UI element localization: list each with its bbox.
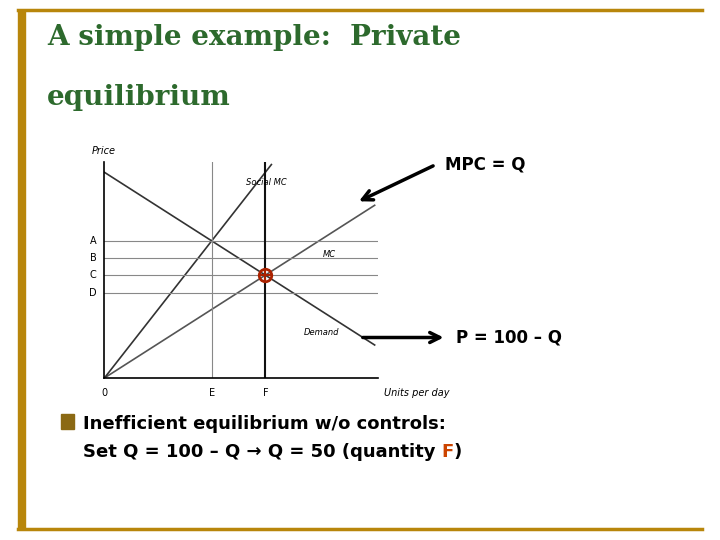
Text: F: F xyxy=(263,388,268,399)
Text: E: E xyxy=(209,388,215,399)
Text: B: B xyxy=(89,253,96,262)
Text: equilibrium: equilibrium xyxy=(47,84,230,111)
Text: Set Q = 100 – Q → Q = 50 (quantity: Set Q = 100 – Q → Q = 50 (quantity xyxy=(83,443,441,461)
Text: Demand: Demand xyxy=(304,328,339,338)
Text: A: A xyxy=(90,236,96,246)
Text: Inefficient equilibrium w/o controls:: Inefficient equilibrium w/o controls: xyxy=(83,415,446,433)
Text: C: C xyxy=(89,270,96,280)
Text: MPC = Q: MPC = Q xyxy=(445,156,526,174)
Text: ): ) xyxy=(454,443,462,461)
Text: D: D xyxy=(89,288,96,298)
Text: 0: 0 xyxy=(102,388,107,399)
Text: Social MC: Social MC xyxy=(246,178,287,187)
Text: Price: Price xyxy=(91,146,115,156)
Text: Units per day: Units per day xyxy=(384,388,450,399)
Text: MC: MC xyxy=(323,250,336,259)
Text: A simple example:  Private: A simple example: Private xyxy=(47,24,461,51)
Text: P = 100 – Q: P = 100 – Q xyxy=(456,328,562,347)
Text: F: F xyxy=(441,443,454,461)
